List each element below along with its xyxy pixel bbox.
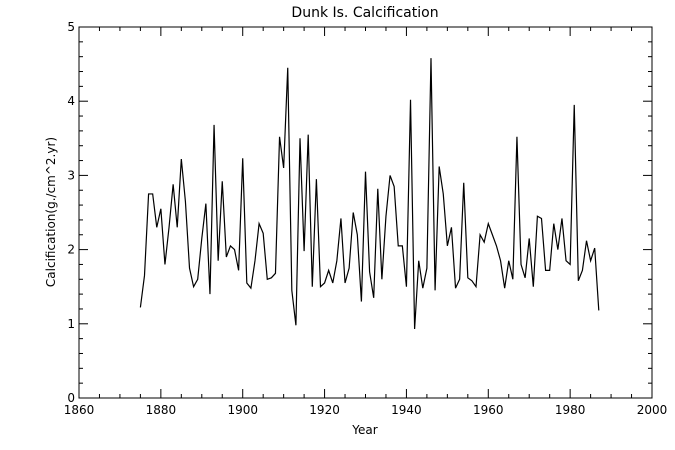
x-tick-label: 1900 xyxy=(227,403,258,417)
x-axis-tick-labels: 1860 1880 1900 1920 1940 1960 1980 2000 xyxy=(64,403,668,417)
y-tick-label: 4 xyxy=(67,94,75,108)
y-tick-label: 0 xyxy=(67,391,75,405)
x-tick-label: 1980 xyxy=(555,403,586,417)
y-tick-label: 5 xyxy=(67,20,75,34)
x-tick-label: 1920 xyxy=(309,403,340,417)
y-axis-ticks xyxy=(79,26,652,399)
y-tick-label: 3 xyxy=(67,168,75,182)
y-tick-label: 1 xyxy=(67,317,75,331)
x-axis-ticks xyxy=(78,27,653,398)
x-tick-label: 1880 xyxy=(146,403,177,417)
x-tick-label: 1940 xyxy=(391,403,422,417)
y-axis-tick-labels: 0 1 2 3 4 5 xyxy=(67,20,75,405)
x-tick-label: 1960 xyxy=(473,403,504,417)
chart-title: Dunk Is. Calcification xyxy=(291,5,438,21)
plot-frame xyxy=(78,26,653,399)
y-tick-label: 2 xyxy=(67,243,75,257)
x-axis-label: Year xyxy=(351,423,377,437)
x-tick-label: 2000 xyxy=(637,403,668,417)
series-line-calcification xyxy=(139,58,600,330)
x-tick-label: 1860 xyxy=(64,403,95,417)
y-axis-label: Calcification(g./cm^2.yr) xyxy=(44,137,58,287)
